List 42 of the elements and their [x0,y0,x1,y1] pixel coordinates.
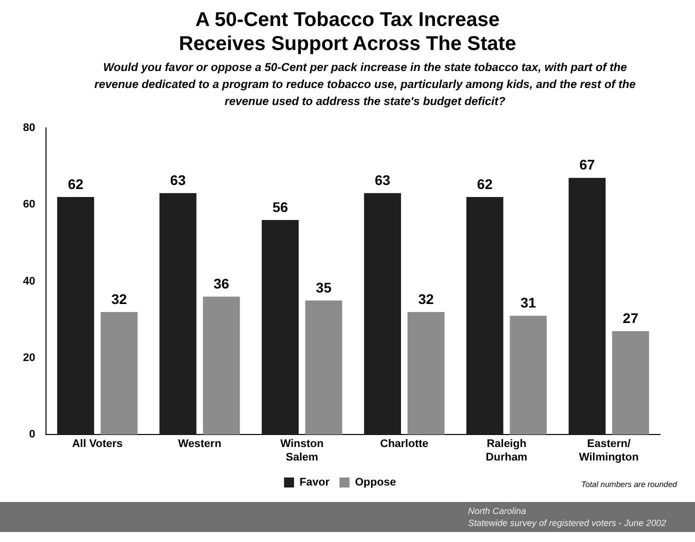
bar [364,193,402,435]
bar [510,316,547,435]
x-tick-label: Raleigh Durham [486,438,528,464]
y-tick-label: 80 [22,122,36,134]
y-tick-label: 40 [22,275,36,288]
x-tick-label: Eastern/ Wilmington [578,438,640,464]
legend-label: Oppose [355,476,396,489]
data-label: 67 [579,156,596,173]
data-label: 56 [272,198,288,215]
data-label: 27 [622,310,639,326]
y-tick-label: 20 [22,352,36,364]
data-label: 32 [418,290,434,307]
data-label: 62 [68,176,84,192]
data-label: 62 [477,176,493,192]
text: Statewide survey of registered voters - June 2002 [468,518,666,528]
y-tick-label: 60 [22,198,36,211]
data-label: 35 [316,279,332,296]
bar [408,312,444,435]
bar [612,331,650,435]
x-tick-label: All Voters [72,438,123,450]
x-tick-label: Western [178,438,222,450]
bar [57,196,94,435]
x-tick-label: Charlotte [380,438,428,450]
bar [466,196,504,435]
bar [159,193,196,435]
text: Total numbers are rounded [581,480,677,489]
bar [100,312,138,435]
x-tick-label: Winston Salem [280,438,324,464]
bar [568,178,606,435]
data-label: 63 [374,172,391,188]
data-label: 31 [520,294,536,311]
bar [305,300,342,435]
chart-title: A 50-Cent Tobacco Tax Increase Receives Support Across The State [178,8,518,56]
bar [262,220,299,435]
legend-label: Favor [300,476,330,489]
text: North Carolina [468,506,526,516]
y-tick-label: 0 [29,428,36,441]
data-label: 36 [214,275,230,292]
data-label: 63 [170,172,186,188]
bar [202,296,240,435]
data-label: 32 [111,290,128,307]
chart-subtitle: Would you favor or oppose a 50-Cent per pack increase in the state tobacco tax, with part of the revenue dedicated to a program to reduce tobacco use, particularly among kids, and the rest of the revenue used to address the state's budget deficit? [93,61,637,110]
